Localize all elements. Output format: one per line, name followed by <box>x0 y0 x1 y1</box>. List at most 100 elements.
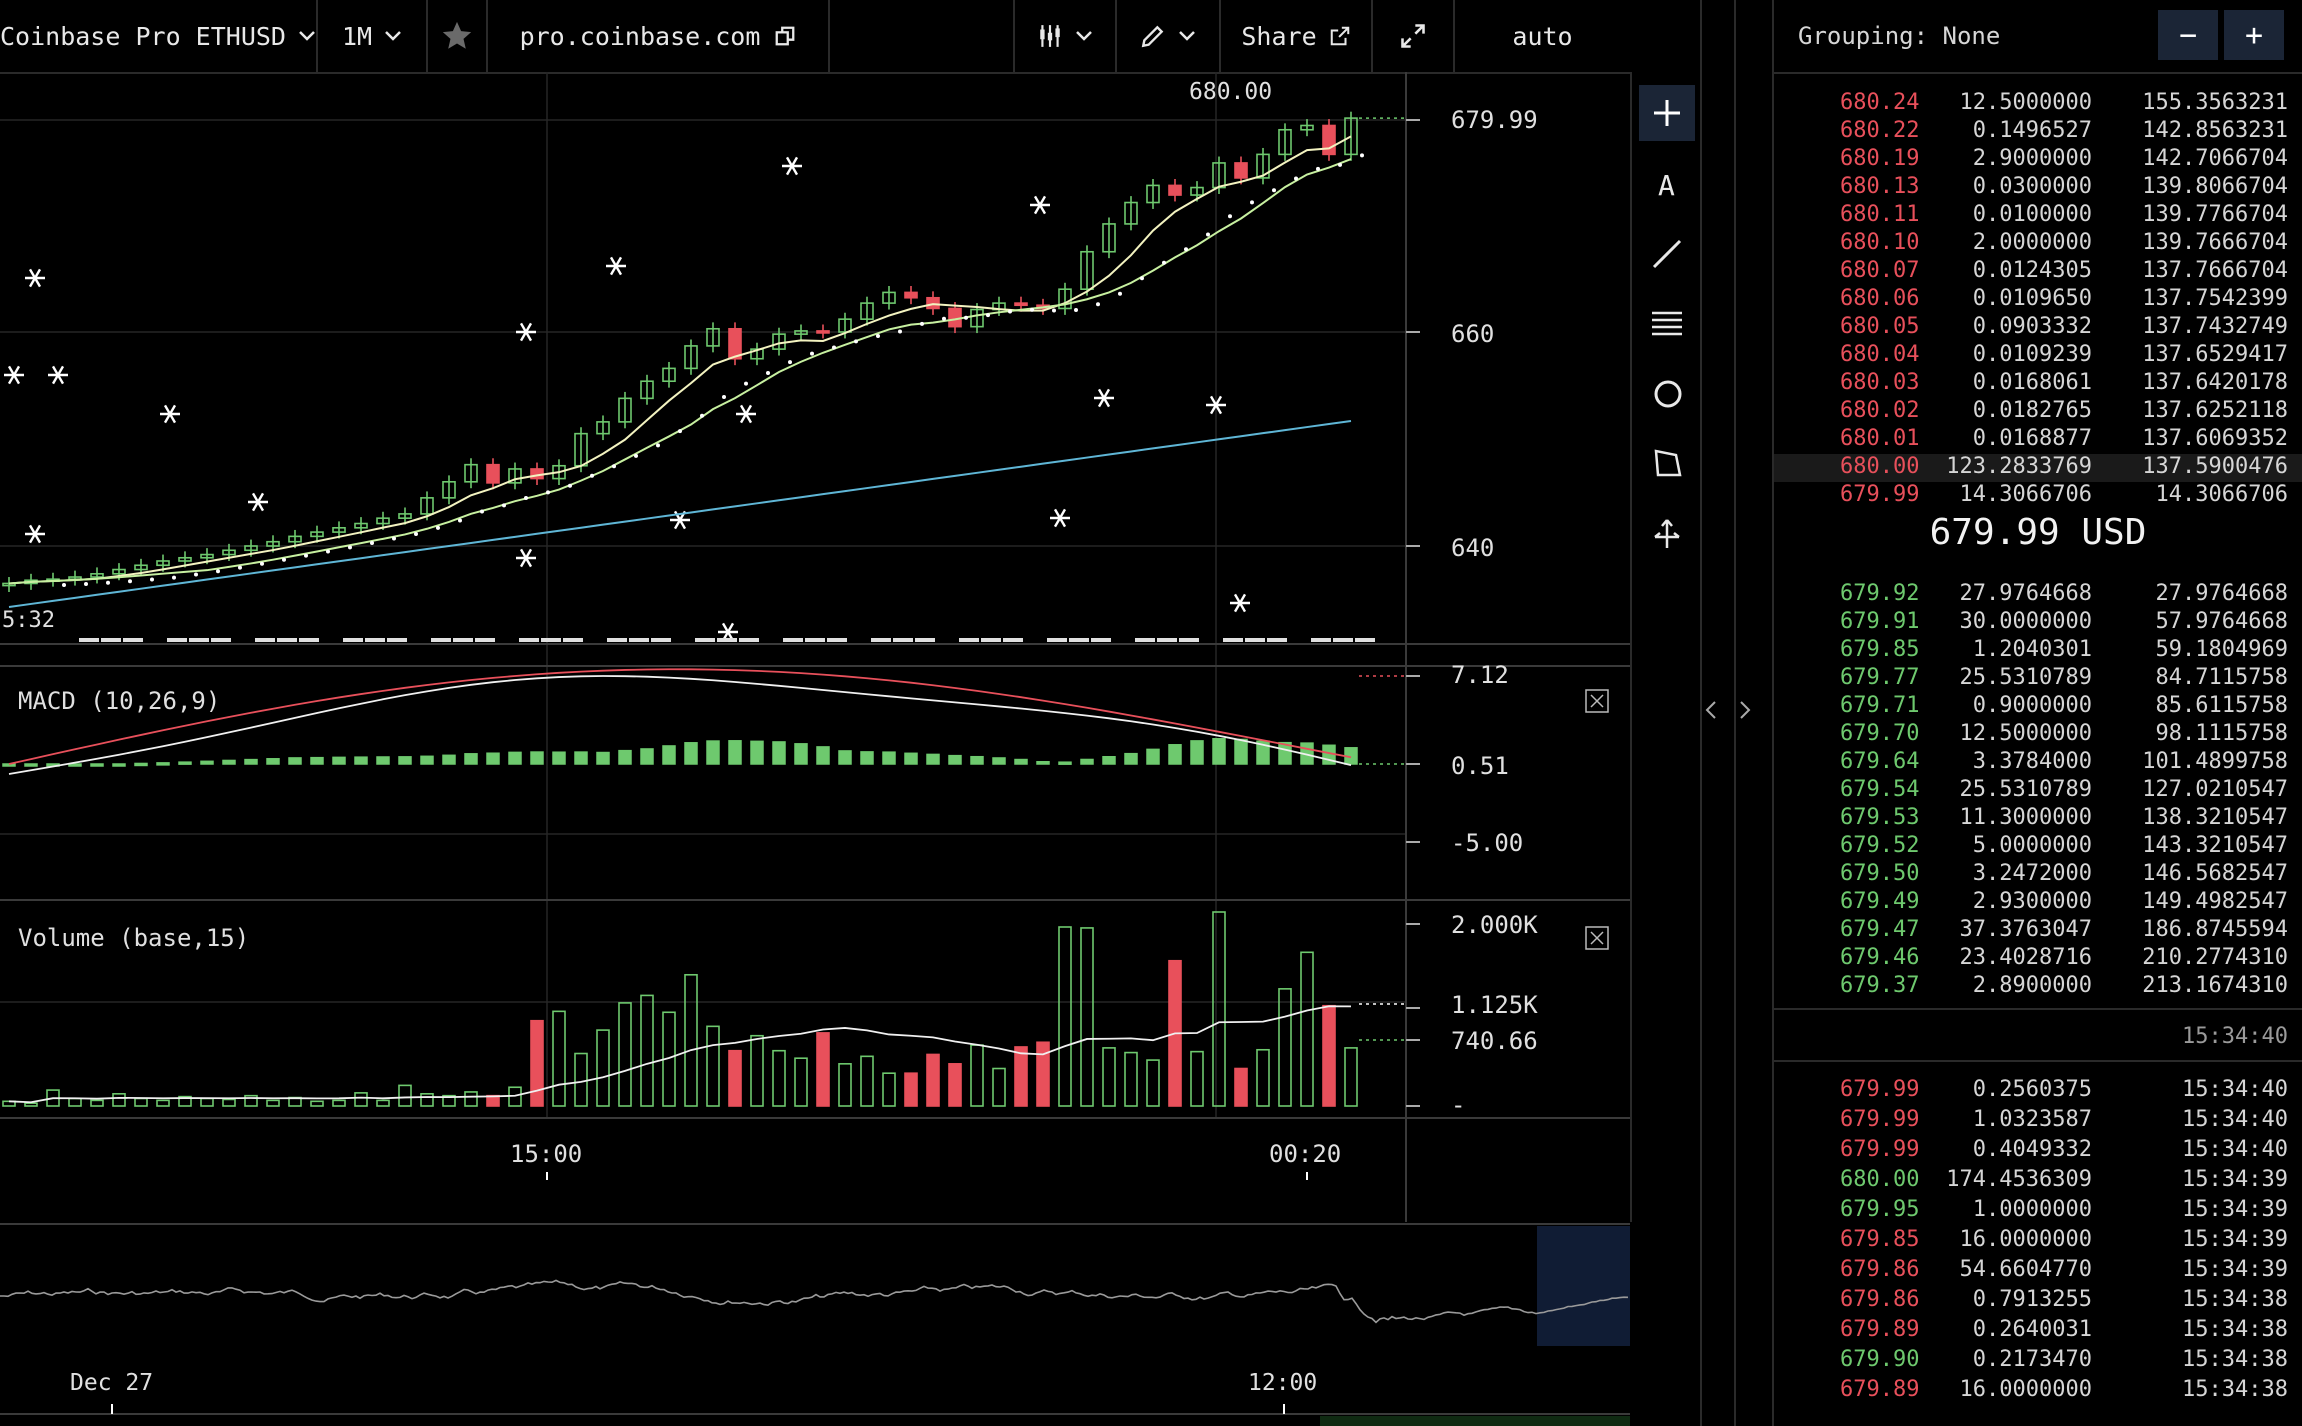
ask-row[interactable]: 680.11 0.0100000 139.7766704 <box>1774 202 2302 230</box>
volume-bar <box>244 1094 258 1107</box>
candle-body <box>376 517 390 525</box>
macd-close-button[interactable] <box>1585 689 1609 713</box>
sar-dot <box>260 561 264 566</box>
trade-time: 15:34:39 <box>2182 1257 2288 1282</box>
ask-price: 680.22 <box>1840 118 1920 143</box>
baseline-tick <box>387 638 407 642</box>
bid-size: 5.0000000 <box>1972 833 2092 858</box>
ask-row[interactable]: 680.04 0.0109239 137.6529417 <box>1774 342 2302 370</box>
grouping-increase-button[interactable]: + <box>2224 10 2284 60</box>
divider <box>1774 1008 2302 1010</box>
volume-bar <box>332 1099 346 1107</box>
ask-row[interactable]: 680.06 0.0109650 137.7542399 <box>1774 286 2302 314</box>
candle-body <box>332 527 346 533</box>
candle-body <box>1256 153 1270 179</box>
moving-averages <box>8 135 1364 608</box>
collapse-left-button[interactable] <box>1702 695 1720 725</box>
volume-bar <box>442 1094 456 1107</box>
volume-tick-label: - <box>1451 1091 1465 1119</box>
share-button[interactable]: Share <box>1221 0 1373 72</box>
scale-selector[interactable]: auto <box>1455 0 1630 72</box>
macd-histogram-bar <box>178 761 192 765</box>
draw-tool-selector[interactable] <box>1117 0 1221 72</box>
baseline-tick <box>299 638 319 642</box>
ask-row[interactable]: 680.03 0.0168061 137.6420178 <box>1774 370 2302 398</box>
ask-total: 137.6420178 <box>2142 370 2288 395</box>
favorite-button[interactable] <box>428 0 488 72</box>
trade-time: 15:34:38 <box>2182 1287 2288 1312</box>
bid-row[interactable]: 679.91 30.0000000 57.9764668 <box>1774 609 2302 637</box>
volume-bar <box>926 1053 940 1107</box>
product-selector[interactable]: Coinbase Pro ETHUSD <box>0 0 318 72</box>
ask-total: 137.7432749 <box>2142 314 2288 339</box>
ask-row[interactable]: 680.13 0.0300000 139.8066704 <box>1774 174 2302 202</box>
bid-row[interactable]: 679.77 25.5310789 84.7115758 <box>1774 665 2302 693</box>
volume-bar <box>904 1072 918 1107</box>
line-tool[interactable] <box>1639 226 1695 282</box>
pattern-tool[interactable] <box>1639 436 1695 492</box>
baseline-tick <box>101 638 121 642</box>
ask-row[interactable]: 680.02 0.0182765 137.6252118 <box>1774 398 2302 426</box>
bid-row[interactable]: 679.53 11.3000000 138.3210547 <box>1774 805 2302 833</box>
fullscreen-button[interactable] <box>1373 0 1455 72</box>
sar-dot <box>678 429 682 434</box>
ask-row[interactable]: 680.05 0.0903332 137.7432749 <box>1774 314 2302 342</box>
volume-bar <box>1212 911 1226 1107</box>
url-label: pro.coinbase.com <box>519 21 761 51</box>
ask-row[interactable]: 680.24 12.5000000 155.3563231 <box>1774 90 2302 118</box>
bid-price: 679.52 <box>1840 833 1920 858</box>
bid-row[interactable]: 679.46 23.4028716 210.2774310 <box>1774 945 2302 973</box>
ellipse-tool[interactable] <box>1639 366 1695 422</box>
ask-row[interactable]: 679.99 14.3066706 14.3066706 <box>1774 482 2302 510</box>
ask-row[interactable]: 680.22 0.1496527 142.8563231 <box>1774 118 2302 146</box>
star-icon <box>442 21 472 49</box>
grouping-decrease-button[interactable]: − <box>2158 10 2218 60</box>
bid-row[interactable]: 679.85 1.2040301 59.1804969 <box>1774 637 2302 665</box>
bid-row[interactable]: 679.52 5.0000000 143.3210547 <box>1774 833 2302 861</box>
bid-row[interactable]: 679.37 2.8900000 213.1674310 <box>1774 973 2302 1001</box>
ask-row[interactable]: 680.07 0.0124305 137.7666704 <box>1774 258 2302 286</box>
sar-dot <box>1250 200 1254 205</box>
ask-price: 680.00 <box>1840 454 1920 479</box>
measure-tool[interactable] <box>1639 506 1695 562</box>
ask-row[interactable]: 680.01 0.0168877 137.6069352 <box>1774 426 2302 454</box>
ask-total: 137.6252118 <box>2142 398 2288 423</box>
ask-row[interactable]: 680.19 2.9000000 142.7066704 <box>1774 146 2302 174</box>
trade-size: 0.2640031 <box>1972 1317 2092 1342</box>
baseline-tick <box>189 638 209 642</box>
sar-dot <box>1272 188 1276 193</box>
price-chart[interactable]: 679.99 660 640 680.00 5:32 MACD (10,26,9… <box>0 0 1630 1426</box>
macd-histogram-bar <box>68 763 82 767</box>
chart-type-selector[interactable] <box>1013 0 1117 72</box>
bid-row[interactable]: 679.71 0.9000000 85.6115758 <box>1774 693 2302 721</box>
volume-bar <box>772 1049 786 1107</box>
fib-tool[interactable] <box>1639 296 1695 352</box>
sar-dot <box>326 549 330 554</box>
interval-selector[interactable]: 1M <box>318 0 428 72</box>
baseline-tick <box>475 638 495 642</box>
text-tool[interactable]: A <box>1639 156 1695 212</box>
ask-row[interactable]: 680.10 2.0000000 139.7666704 <box>1774 230 2302 258</box>
crosshair-tool[interactable] <box>1639 85 1695 141</box>
baseline-tick <box>519 638 539 642</box>
volume-bar <box>530 1019 544 1107</box>
collapse-right-button[interactable] <box>1736 695 1754 725</box>
ask-row[interactable]: 680.00 123.2833769 137.5900476 <box>1774 454 2302 482</box>
bid-row[interactable]: 679.92 27.9764668 27.9764668 <box>1774 581 2302 609</box>
star-marker <box>718 622 738 642</box>
baseline-tick <box>1333 638 1353 642</box>
navigator-pane <box>0 1226 1630 1426</box>
bid-row[interactable]: 679.64 3.3784000 101.4899758 <box>1774 749 2302 777</box>
volume-close-button[interactable] <box>1585 926 1609 950</box>
sar-dot <box>128 579 132 584</box>
bid-row[interactable]: 679.47 37.3763047 186.8745594 <box>1774 917 2302 945</box>
bid-row[interactable]: 679.70 12.5000000 98.1115758 <box>1774 721 2302 749</box>
baseline-tick <box>1355 638 1375 642</box>
url-link[interactable]: pro.coinbase.com <box>488 0 830 72</box>
trade-row: 679.86 54.6604770 15:34:39 <box>1774 1257 2302 1285</box>
bid-row[interactable]: 679.50 3.2472000 146.5682547 <box>1774 861 2302 889</box>
bid-row[interactable]: 679.49 2.9300000 149.4982547 <box>1774 889 2302 917</box>
baseline-tick <box>277 638 297 642</box>
bid-row[interactable]: 679.54 25.5310789 127.0210547 <box>1774 777 2302 805</box>
macd-histogram-bar <box>794 743 808 765</box>
